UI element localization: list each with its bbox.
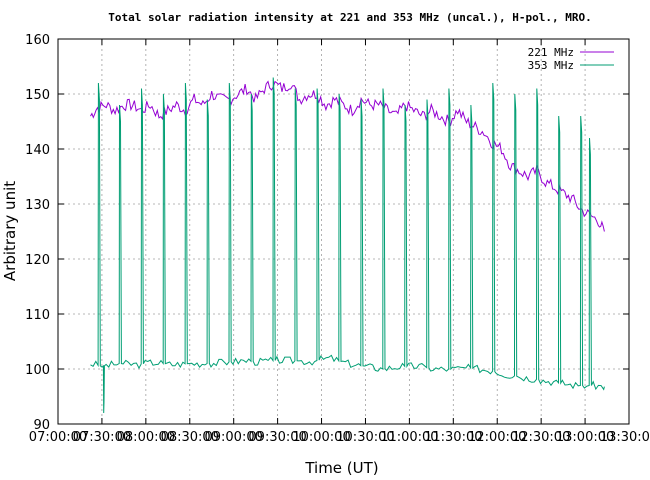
chart-title: Total solar radiation intensity at 221 a…: [108, 11, 591, 24]
x-tick-label: 09:00:00: [204, 430, 262, 445]
x-tick-label: 10:30:00: [336, 430, 394, 445]
y-tick-label: 120: [25, 253, 50, 268]
series-layer: [90, 77, 605, 414]
legend-label: 221 MHz: [528, 46, 574, 59]
y-axis: 90 100 110 120 130 140 150 160: [25, 33, 629, 433]
y-tick-label: 100: [25, 363, 50, 378]
x-tick-label: 13:00:00: [556, 430, 614, 445]
x-tick-label: 11:00:00: [380, 430, 438, 445]
x-tick-label: 13:30:00: [600, 430, 650, 445]
x-tick-label: 12:30:00: [512, 430, 570, 445]
y-tick-label: 90: [33, 418, 50, 433]
x-axis-label: Time (UT): [304, 459, 378, 477]
series-line-221mhz: [90, 80, 605, 232]
series-line-353mhz: [90, 77, 605, 414]
y-tick-label: 110: [25, 308, 50, 323]
x-tick-label: 08:30:00: [161, 430, 219, 445]
y-tick-label: 140: [25, 143, 50, 158]
grid: [58, 39, 629, 424]
legend-label: 353 MHz: [528, 59, 574, 72]
y-tick-label: 160: [25, 33, 50, 48]
x-tick-label: 10:00:00: [292, 430, 350, 445]
y-tick-label: 150: [25, 88, 50, 103]
x-axis: 07:00:0007:30:0008:00:0008:30:0009:00:00…: [29, 39, 650, 445]
x-tick-label: 08:00:00: [117, 430, 175, 445]
x-tick-label: 11:30:00: [424, 430, 482, 445]
y-axis-label: Arbitrary unit: [1, 181, 19, 281]
plot-frame: [57, 38, 630, 425]
x-tick-label: 12:00:00: [468, 430, 526, 445]
x-tick-label: 07:30:00: [73, 430, 131, 445]
x-tick-label: 07:00:00: [29, 430, 87, 445]
x-tick-label: 09:30:00: [248, 430, 306, 445]
y-tick-label: 130: [25, 198, 50, 213]
